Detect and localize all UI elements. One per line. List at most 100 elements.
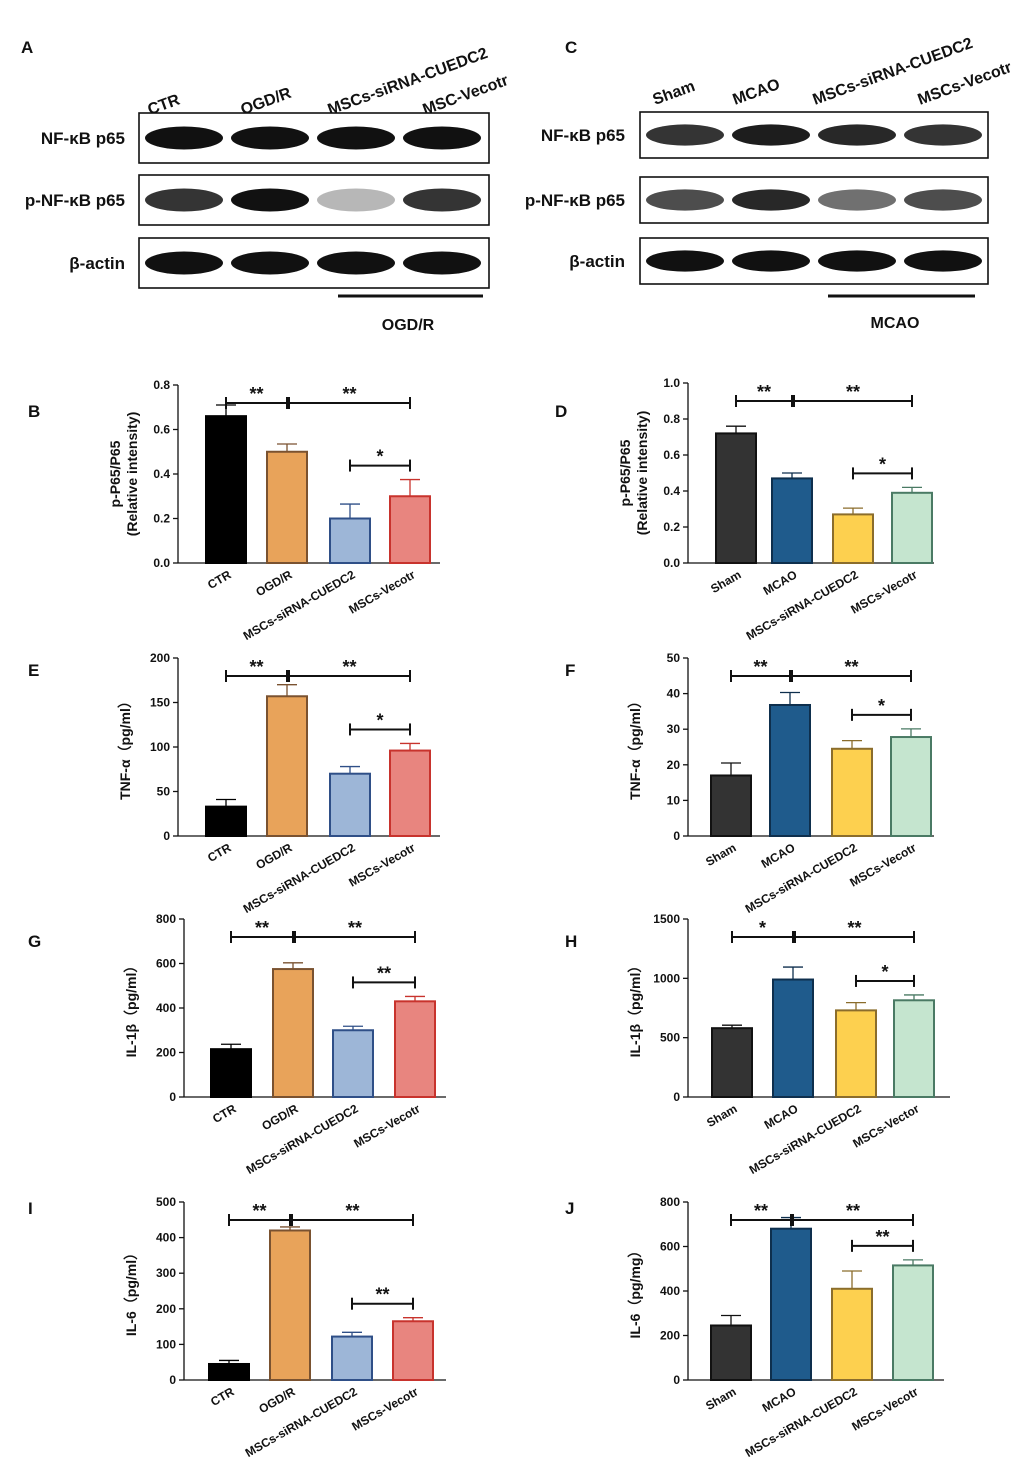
bar [389, 495, 431, 564]
bar [394, 1000, 436, 1099]
x-tick-label: MSCs-Vecotr [848, 567, 919, 616]
blot-band [317, 126, 395, 150]
blot-band [231, 126, 309, 150]
panel-letter-f: F [565, 661, 575, 680]
western-blot-c: Sham MCAO MSCs-siRNA-CUEDC2MSCs-VecotrNF-κ… [525, 35, 1014, 332]
bar [893, 999, 935, 1099]
x-tick-label: MSCs-Vecotr [346, 567, 417, 616]
blot-row-label: p-NF-κB p65 [525, 191, 625, 210]
y-tick-label: 500 [156, 1195, 176, 1209]
y-axis-label: TNF-α（pg/ml） [627, 694, 643, 800]
bar [770, 1227, 812, 1381]
y-tick-label: 200 [156, 1046, 176, 1060]
x-tick-label: MSCs-siRNA-CUEDC2 [743, 840, 860, 916]
chart-g: 0 200 400 600 800 IL-1β（pg/ml） CTR OGD/RMSCs-si… [123, 912, 446, 1177]
bar [205, 805, 247, 838]
significance-label: ** [252, 1201, 266, 1221]
blot-lane-label: MSCs-siRNA-CUEDC2 [326, 45, 491, 119]
x-tick-label: Sham [703, 1384, 738, 1412]
bar [210, 1048, 252, 1098]
y-tick-label: 600 [156, 957, 176, 971]
blot-band [231, 251, 309, 275]
significance-label: ** [753, 657, 767, 677]
y-tick-label: 300 [156, 1266, 176, 1280]
bar [272, 968, 314, 1098]
blot-band [145, 188, 223, 212]
y-tick-label: 0.4 [663, 484, 680, 498]
y-axis-label: IL-6（pg/ml） [123, 1246, 139, 1336]
bar [890, 736, 932, 837]
y-tick-label: 0 [169, 1090, 176, 1104]
bar [711, 1027, 753, 1099]
x-tick-label: MSCs-siRNA-CUEDC2 [241, 840, 358, 916]
y-axis-label-line: IL-1β（pg/ml） [627, 959, 643, 1058]
y-tick-label: 0 [673, 1090, 680, 1104]
y-tick-label: 50 [157, 785, 171, 799]
x-tick-label: CTR [208, 1384, 237, 1409]
x-tick-label: OGD/R [256, 1384, 297, 1416]
y-axis-label: TNF-α（pg/ml） [117, 694, 133, 800]
y-tick-label: 0.2 [663, 520, 680, 534]
significance-label: ** [348, 918, 362, 938]
y-tick-label: 0 [673, 829, 680, 843]
x-tick-label: MCAO [759, 840, 798, 870]
x-tick-label: MSCs-siRNA-CUEDC2 [747, 1101, 864, 1177]
y-tick-label: 200 [660, 1329, 680, 1343]
chart-j: 0 200 400 600 800 IL-6（pg/mg） Sham MCAOMSCs-siR… [627, 1195, 944, 1460]
y-tick-label: 200 [150, 651, 170, 665]
y-tick-label: 0.2 [153, 512, 170, 526]
significance-label: * [759, 918, 766, 938]
blot-band [732, 250, 810, 272]
significance-label: ** [846, 382, 860, 402]
blot-row-label: p-NF-κB p65 [25, 191, 125, 210]
panel-letter-d: D [555, 402, 567, 421]
x-tick-label: MCAO [762, 1101, 801, 1131]
blot-band [818, 250, 896, 272]
y-tick-label: 800 [156, 912, 176, 926]
y-tick-label: 0.6 [153, 423, 170, 437]
x-tick-label: Sham [703, 840, 738, 868]
y-tick-label: 500 [660, 1031, 680, 1045]
significance-label: ** [342, 384, 356, 404]
y-tick-label: 40 [667, 687, 681, 701]
y-tick-label: 100 [150, 740, 170, 754]
x-tick-label: MSCs-siRNA-CUEDC2 [744, 567, 861, 643]
y-tick-label: 400 [156, 1001, 176, 1015]
blot-band [904, 189, 982, 211]
bar [835, 1009, 877, 1099]
y-tick-label: 100 [156, 1337, 176, 1351]
blot-band [904, 250, 982, 272]
significance-label: ** [844, 657, 858, 677]
panel-letter-g: G [28, 932, 41, 951]
significance-label: ** [875, 1227, 889, 1247]
bar [329, 517, 371, 564]
x-tick-label: MSCs-siRNA-CUEDC2 [743, 1384, 860, 1460]
x-tick-label: MSCs-siRNA-CUEDC2 [243, 1384, 360, 1460]
x-tick-label: OGD/R [259, 1101, 300, 1133]
blot-lane-label: MCAO [731, 76, 783, 109]
significance-label: ** [342, 657, 356, 677]
x-tick-label: MSCs-Vecotr [849, 1384, 920, 1433]
significance-label: * [376, 710, 383, 730]
panel-letter-h: H [565, 932, 577, 951]
y-axis-label-line: (Relative intensity) [124, 412, 140, 536]
bar [772, 978, 814, 1099]
bar [710, 774, 752, 837]
significance-label: ** [847, 918, 861, 938]
y-tick-label: 150 [150, 696, 170, 710]
chart-h: 0 500 1000 1500 IL-1β（pg/ml） Sham MCAOMSCs-siR… [627, 912, 950, 1177]
y-axis-label-line: p-P65/P65 [107, 440, 123, 507]
significance-label: * [879, 454, 886, 474]
blot-band [646, 189, 724, 211]
y-tick-label: 30 [667, 722, 681, 736]
y-tick-label: 10 [667, 793, 681, 807]
y-axis-label: p-P65/P65(Relative intensity) [107, 412, 140, 536]
bar [769, 703, 811, 837]
western-blot-a: CTR OGD/R MSCs-siRNA-CUEDC2MSC-VecotrNF-κB… [25, 45, 511, 334]
blot-row-label: NF-κB p65 [41, 129, 125, 148]
significance-label: * [881, 962, 888, 982]
significance-label: * [376, 447, 383, 467]
y-axis-label-line: TNF-α（pg/ml） [627, 694, 643, 800]
x-tick-label: MSCs-Vecotr [346, 840, 417, 889]
blot-lane-label: Sham [651, 78, 698, 109]
